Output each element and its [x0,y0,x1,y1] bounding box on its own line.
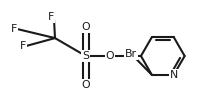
Text: O: O [81,80,90,90]
Text: S: S [82,51,89,61]
Text: N: N [170,70,178,80]
Text: O: O [106,51,114,61]
Text: F: F [11,24,18,34]
Text: F: F [48,12,54,22]
Text: F: F [20,41,26,51]
Text: Br: Br [125,49,137,59]
Text: O: O [81,22,90,32]
